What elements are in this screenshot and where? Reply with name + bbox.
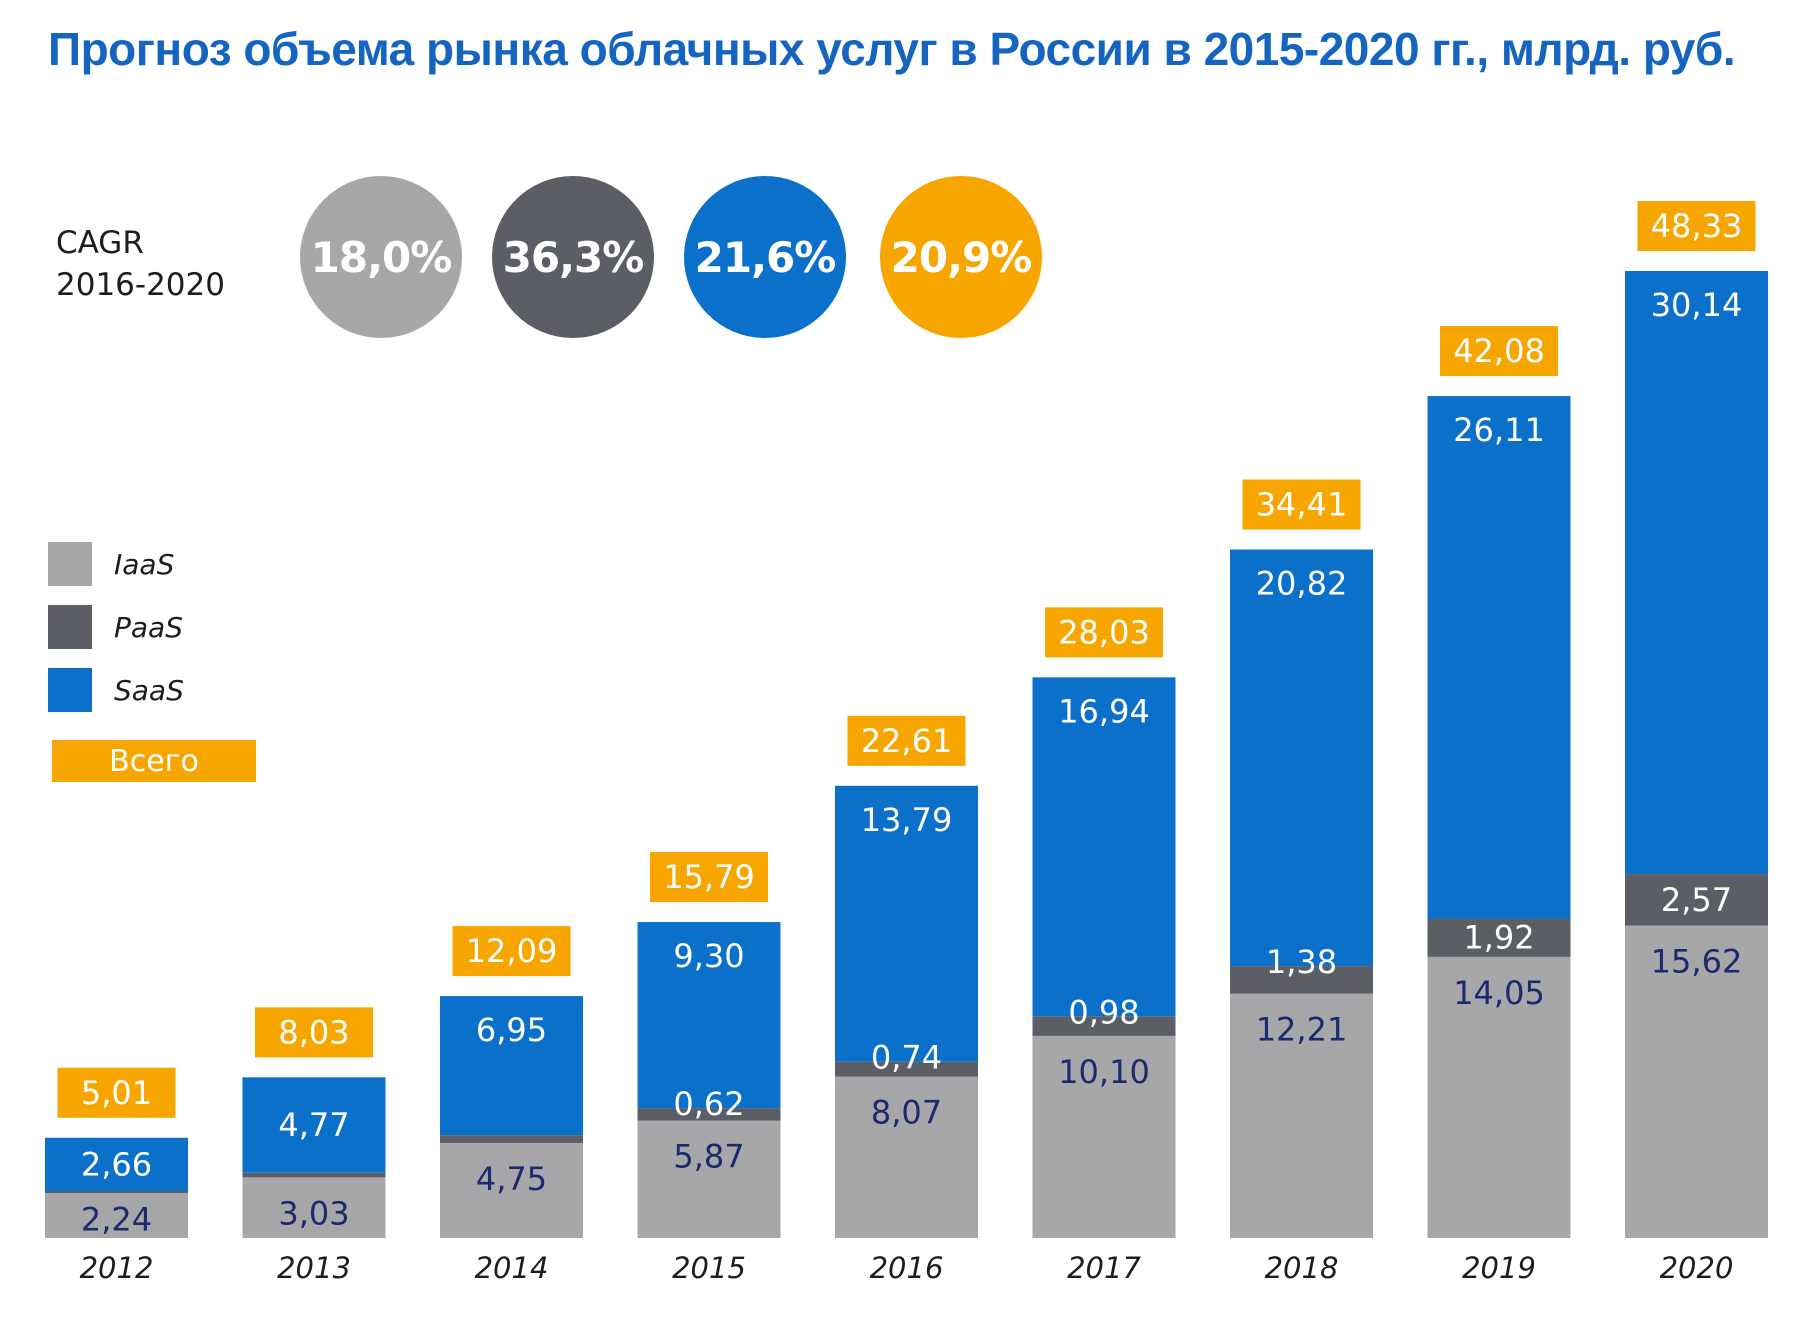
bar-iaas-2014 [440, 1142, 583, 1238]
data-label-saas-2016: 13,79 [861, 801, 953, 839]
legend-swatch-paas [48, 605, 92, 649]
bar-paas-2013 [242, 1172, 386, 1178]
bar-saas-2015 [637, 922, 781, 1109]
total-label-2017: 28,03 [1058, 613, 1150, 651]
chart-title: Прогноз объема рынка облачных услуг в Ро… [48, 23, 1736, 75]
cagr-circle-saas: 21,6% [684, 176, 846, 338]
bar-paas-2019 [1427, 918, 1571, 957]
data-label-iaas-2015: 5,87 [673, 1138, 744, 1176]
legend-swatch-saas [48, 668, 92, 712]
total-label-2014: 12,09 [466, 932, 558, 970]
x-tick-label-2012: 2012 [80, 1251, 154, 1285]
data-label-saas-2015: 9,30 [673, 937, 744, 975]
x-tick-label-2015: 2015 [672, 1251, 746, 1285]
x-tick-label-2017: 2017 [1067, 1251, 1141, 1285]
cagr-label-line2: 2016-2020 [56, 267, 225, 303]
legend-label-iaas: IaaS [114, 548, 175, 581]
data-label-paas-2017: 0,98 [1068, 993, 1139, 1031]
x-tick-label-2018: 2018 [1265, 1251, 1339, 1285]
cagr-label: CAGR 2016-2020 [56, 222, 225, 306]
bar-paas-2016 [835, 1061, 978, 1077]
bar-saas-2016 [835, 785, 978, 1062]
total-label-2018: 34,41 [1256, 486, 1348, 524]
data-label-paas-2018: 1,38 [1266, 943, 1337, 981]
legend-swatch-iaas [48, 542, 92, 586]
total-label-2020: 48,33 [1651, 207, 1743, 245]
total-label-2015: 15,79 [663, 858, 755, 896]
data-label-iaas-2014: 4,75 [476, 1160, 547, 1198]
bar-iaas-2013 [242, 1177, 386, 1238]
data-label-saas-2020: 30,14 [1651, 286, 1743, 324]
total-box-2020 [1637, 201, 1756, 251]
bar-iaas-2020 [1625, 925, 1768, 1238]
x-tick-label-2014: 2014 [475, 1251, 549, 1285]
bar-iaas-2017 [1032, 1035, 1176, 1238]
total-box-2018 [1242, 479, 1361, 530]
x-tick-label-2016: 2016 [870, 1251, 944, 1285]
total-box-2013 [255, 1007, 373, 1058]
data-label-paas-2020: 2,57 [1661, 881, 1732, 919]
bar-saas-2013 [242, 1077, 386, 1173]
bar-paas-2012 [45, 1190, 188, 1194]
bar-saas-2020 [1625, 271, 1768, 875]
x-tick-label-2020: 2020 [1660, 1251, 1734, 1285]
bar-saas-2012 [45, 1137, 188, 1191]
total-label-2016: 22,61 [861, 722, 953, 760]
legend-item-total: Всего [52, 740, 256, 782]
bar-saas-2018 [1230, 549, 1373, 967]
data-label-saas-2014: 6,95 [476, 1011, 547, 1049]
bar-iaas-2012 [45, 1193, 188, 1238]
bar-iaas-2016 [835, 1076, 978, 1238]
data-label-saas-2013: 4,77 [278, 1106, 349, 1144]
legend-label-saas: SaaS [114, 674, 184, 707]
data-label-saas-2018: 20,82 [1256, 565, 1348, 603]
bar-paas-2018 [1230, 966, 1373, 994]
x-tick-label-2013: 2013 [277, 1251, 351, 1285]
data-label-paas-2016: 0,74 [871, 1039, 942, 1077]
bar-paas-2015 [637, 1108, 781, 1121]
data-label-paas-2019: 1,92 [1463, 919, 1534, 957]
data-label-iaas-2017: 10,10 [1058, 1053, 1150, 1091]
total-box-2014 [452, 926, 571, 977]
total-box-2019 [1440, 326, 1558, 377]
cagr-circle-total: 20,9% [880, 176, 1042, 338]
x-tick-label-2019: 2019 [1462, 1251, 1536, 1285]
data-label-saas-2017: 16,94 [1058, 692, 1150, 730]
bar-saas-2017 [1032, 677, 1176, 1017]
total-box-2017 [1045, 607, 1163, 658]
data-label-iaas-2019: 14,05 [1453, 974, 1545, 1012]
bar-iaas-2018 [1230, 993, 1373, 1238]
total-box-2012 [57, 1067, 176, 1118]
data-label-iaas-2018: 12,21 [1256, 1011, 1348, 1049]
total-box-2016 [847, 715, 966, 766]
data-label-paas-2015: 0,62 [673, 1085, 744, 1123]
bar-iaas-2015 [637, 1120, 781, 1238]
bar-paas-2020 [1625, 874, 1768, 926]
cagr-label-line1: CAGR [56, 225, 144, 261]
bar-paas-2014 [440, 1135, 583, 1143]
total-label-2013: 8,03 [278, 1013, 349, 1051]
data-label-saas-2012: 2,66 [81, 1145, 152, 1183]
data-label-saas-2019: 26,11 [1453, 411, 1545, 449]
cagr-circle-iaas: 18,0% [300, 176, 462, 338]
bar-paas-2017 [1032, 1016, 1176, 1036]
legend-label-paas: PaaS [114, 611, 183, 644]
bar-saas-2019 [1427, 396, 1571, 919]
bar-saas-2014 [440, 996, 583, 1136]
data-label-iaas-2016: 8,07 [871, 1094, 942, 1132]
data-label-iaas-2020: 15,62 [1651, 942, 1743, 980]
cagr-circle-paas: 36,3% [492, 176, 654, 338]
data-label-iaas-2013: 3,03 [278, 1194, 349, 1232]
data-label-iaas-2012: 2,24 [81, 1201, 152, 1239]
total-label-2019: 42,08 [1453, 332, 1545, 370]
total-box-2015 [650, 852, 768, 903]
bar-iaas-2019 [1427, 956, 1571, 1238]
total-label-2012: 5,01 [81, 1074, 152, 1112]
